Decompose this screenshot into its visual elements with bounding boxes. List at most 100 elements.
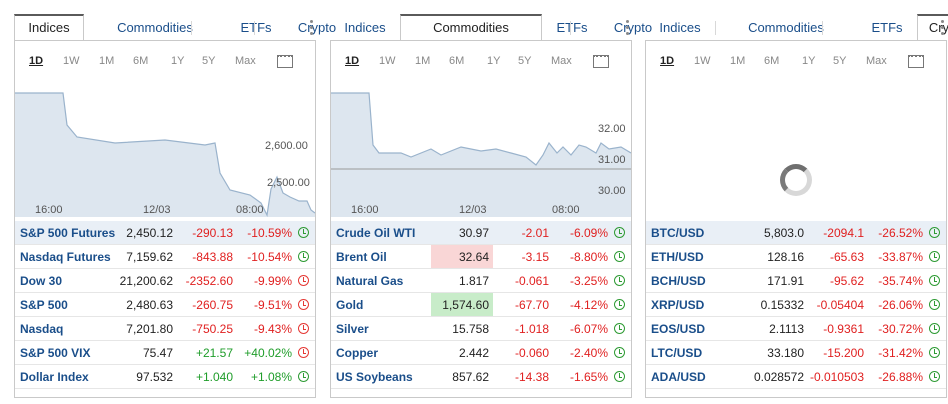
quote-row[interactable]: BTC/USD 5,803.0 -2094.1 -26.52% [646, 221, 946, 245]
change-value: -0.060 [514, 346, 549, 360]
change-percent: -9.99% [253, 274, 292, 288]
quote-row[interactable]: BCH/USD 171.91 -95.62 -35.74% [646, 269, 946, 293]
instrument-link[interactable]: Gold [336, 298, 364, 312]
tab-indices[interactable]: Indices [659, 20, 701, 35]
quote-row[interactable]: Silver 15.758 -1.018 -6.07% [331, 317, 631, 341]
market-open-clock-icon [929, 371, 940, 382]
expand-chart-icon[interactable] [593, 55, 609, 68]
quote-row[interactable]: Natural Gas 1.817 -0.061 -3.25% [331, 269, 631, 293]
tab-crypto[interactable]: Crypto [613, 20, 653, 35]
period-1y[interactable]: 1Y [802, 55, 816, 67]
tab-etfs[interactable]: ETFs [556, 20, 588, 35]
period-5y[interactable]: 5Y [518, 55, 532, 67]
period-6m[interactable]: 6M [133, 55, 149, 67]
tab-crypto[interactable]: Crypto [297, 20, 337, 35]
quote-row[interactable]: US Soybeans 857.62 -14.38 -1.65% [331, 365, 631, 389]
quote-row[interactable]: Nasdaq 7,201.80 -750.25 -9.43% [15, 317, 315, 341]
market-panel-indices: Indices Commodities ETFs Crypto 1D 1W 1M 6M 1Y 5Y… [14, 14, 336, 398]
period-1m[interactable]: 1M [99, 55, 115, 67]
instrument-link[interactable]: XRP/USD [651, 298, 705, 312]
tab-etfs[interactable]: ETFs [240, 20, 272, 35]
instrument-link[interactable]: Brent Oil [336, 250, 387, 264]
instrument-link[interactable]: Dow 30 [20, 274, 63, 288]
quote-row[interactable]: EOS/USD 2.1113 -0.9361 -30.72% [646, 317, 946, 341]
quote-row[interactable]: Nasdaq Futures 7,159.62 -843.88 -10.54% [15, 245, 315, 269]
change-value: -2352.60 [185, 274, 233, 288]
last-price: 857.62 [452, 370, 489, 384]
period-1y[interactable]: 1Y [487, 55, 501, 67]
instrument-link[interactable]: Nasdaq Futures [20, 250, 111, 264]
expand-chart-icon[interactable] [277, 55, 293, 68]
quote-row[interactable]: Brent Oil 32.64 -3.15 -8.80% [331, 245, 631, 269]
quote-row[interactable]: Gold 1,574.60 -67.70 -4.12% [331, 293, 631, 317]
instrument-link[interactable]: S&P 500 [20, 298, 68, 312]
instrument-link[interactable]: S&P 500 VIX [20, 346, 91, 360]
tab-commodities[interactable]: Commodities [117, 20, 193, 35]
instrument-link[interactable]: Crude Oil WTI [336, 226, 416, 240]
tab-commodities[interactable]: Commodities [400, 14, 542, 41]
more-options-icon[interactable] [941, 20, 945, 36]
more-options-icon[interactable] [626, 20, 630, 36]
last-price: 15.758 [452, 322, 489, 336]
quote-row[interactable]: ETH/USD 128.16 -65.63 -33.87% [646, 245, 946, 269]
period-1d[interactable]: 1D [345, 55, 360, 67]
quote-row[interactable]: Crude Oil WTI 30.97 -2.01 -6.09% [331, 221, 631, 245]
instrument-link[interactable]: Natural Gas [336, 274, 404, 288]
period-1d[interactable]: 1D [29, 55, 44, 67]
more-options-icon[interactable] [310, 20, 314, 36]
quote-row[interactable]: S&P 500 VIX 75.47 +21.57 +40.02% [15, 341, 315, 365]
market-open-clock-icon [929, 323, 940, 334]
quote-row[interactable]: S&P 500 2,480.63 -260.75 -9.51% [15, 293, 315, 317]
quote-row[interactable]: XRP/USD 0.15332 -0.05404 -26.06% [646, 293, 946, 317]
quote-row[interactable]: Dollar Index 97.532 +1.040 +1.08% [15, 365, 315, 389]
quote-row[interactable]: LTC/USD 33.180 -15.200 -31.42% [646, 341, 946, 365]
period-5y[interactable]: 5Y [833, 55, 847, 67]
instrument-link[interactable]: Copper [336, 346, 378, 360]
widget-body: 1D 1W 1M 6M 1Y 5Y Max 32.00 31.00 30.00 16:00 12/03… [330, 40, 632, 398]
instrument-link[interactable]: EOS/USD [651, 322, 706, 336]
quote-row[interactable]: ADA/USD 0.028572 -0.010503 -26.88% [646, 365, 946, 389]
change-value: -65.63 [829, 250, 864, 264]
period-1m[interactable]: 1M [730, 55, 746, 67]
x-axis-label: 08:00 [552, 204, 580, 216]
price-chart [646, 85, 946, 217]
period-max[interactable]: Max [235, 55, 256, 67]
change-value: -2094.1 [823, 226, 864, 240]
period-max[interactable]: Max [551, 55, 572, 67]
last-price: 2,450.12 [126, 226, 173, 240]
period-5y[interactable]: 5Y [202, 55, 216, 67]
instrument-link[interactable]: BCH/USD [651, 274, 706, 288]
period-1w[interactable]: 1W [379, 55, 396, 67]
change-value: +21.57 [195, 346, 233, 360]
tab-commodities[interactable]: Commodities [748, 20, 824, 35]
instrument-link[interactable]: US Soybeans [336, 370, 413, 384]
quote-row[interactable]: Copper 2.442 -0.060 -2.40% [331, 341, 631, 365]
instrument-link[interactable]: LTC/USD [651, 346, 703, 360]
quote-row[interactable]: Dow 30 21,200.62 -2352.60 -9.99% [15, 269, 315, 293]
y-axis-label: 30.00 [598, 185, 626, 197]
period-1y[interactable]: 1Y [171, 55, 185, 67]
tab-indices[interactable]: Indices [14, 14, 84, 41]
instrument-link[interactable]: ETH/USD [651, 250, 704, 264]
change-value: -290.13 [192, 226, 233, 240]
tab-indices[interactable]: Indices [344, 20, 386, 35]
instrument-link[interactable]: Dollar Index [20, 370, 89, 384]
period-1m[interactable]: 1M [415, 55, 431, 67]
instrument-link[interactable]: ADA/USD [651, 370, 706, 384]
period-1w[interactable]: 1W [63, 55, 80, 67]
instrument-link[interactable]: Silver [336, 322, 369, 336]
period-1d[interactable]: 1D [660, 55, 675, 67]
chart-svg: 32.00 31.00 30.00 16:00 12/03 08:00 [331, 92, 632, 217]
period-max[interactable]: Max [866, 55, 887, 67]
instrument-link[interactable]: Nasdaq [20, 322, 64, 336]
instrument-link[interactable]: BTC/USD [651, 226, 705, 240]
instrument-link[interactable]: S&P 500 Futures [20, 226, 116, 240]
period-6m[interactable]: 6M [764, 55, 780, 67]
quote-row[interactable]: S&P 500 Futures 2,450.12 -290.13 -10.59% [15, 221, 315, 245]
quotes-table: BTC/USD 5,803.0 -2094.1 -26.52% ETH/USD 128.1… [646, 221, 946, 389]
period-6m[interactable]: 6M [449, 55, 465, 67]
tab-etfs[interactable]: ETFs [871, 20, 903, 35]
price-flash-highlight [431, 293, 493, 316]
period-1w[interactable]: 1W [694, 55, 711, 67]
expand-chart-icon[interactable] [908, 55, 924, 68]
